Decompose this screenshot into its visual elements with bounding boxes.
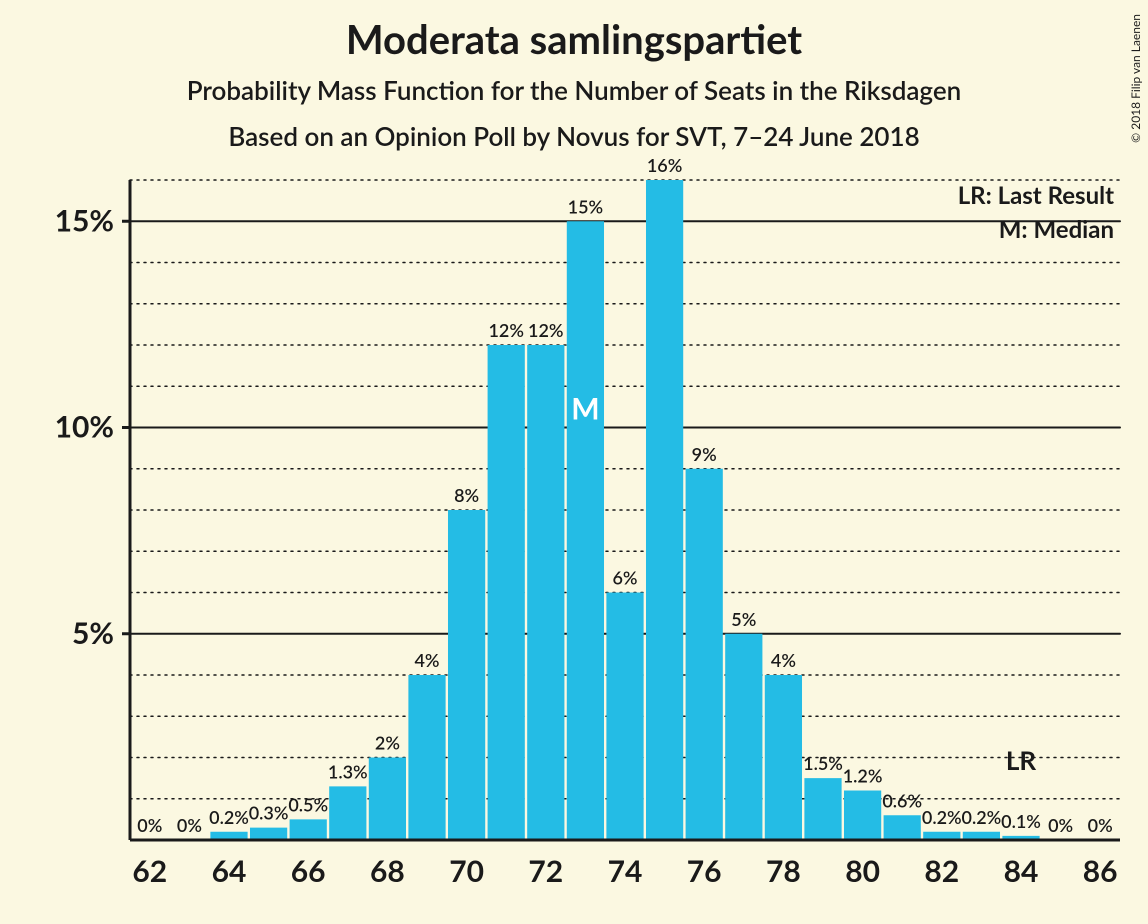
bar bbox=[606, 593, 643, 841]
bar bbox=[290, 819, 327, 840]
y-tick-label: 15% bbox=[55, 202, 114, 238]
bar-value-label: 4% bbox=[771, 649, 796, 671]
bar bbox=[448, 510, 485, 840]
bar bbox=[844, 791, 881, 841]
x-tick-label: 62 bbox=[132, 853, 167, 889]
bar bbox=[408, 675, 445, 840]
bar bbox=[884, 815, 921, 840]
bar-value-label: 1.2% bbox=[843, 765, 883, 787]
bar bbox=[646, 180, 683, 840]
x-tick-label: 64 bbox=[212, 853, 247, 889]
bar-value-label: 0.2% bbox=[922, 806, 962, 828]
chart-subtitle-1: Probability Mass Function for the Number… bbox=[187, 74, 962, 106]
x-tick-label: 70 bbox=[449, 853, 484, 889]
x-tick-label: 86 bbox=[1083, 853, 1118, 889]
chart-subtitle-2: Based on an Opinion Poll by Novus for SV… bbox=[228, 120, 919, 152]
chart-root: Moderata samlingspartiet Probability Mass… bbox=[0, 0, 1148, 924]
bar-value-label: 1.5% bbox=[803, 752, 843, 774]
y-tick-label: 10% bbox=[55, 409, 114, 445]
bar-value-label: 15% bbox=[568, 195, 603, 217]
bar-value-label: 0.1% bbox=[1001, 810, 1041, 832]
bar bbox=[765, 675, 802, 840]
last-result-marker: LR bbox=[1006, 744, 1037, 776]
bar-value-label: 8% bbox=[454, 484, 479, 506]
bar-value-label: 2% bbox=[375, 732, 400, 754]
bar bbox=[329, 786, 366, 840]
bar-value-label: 0.5% bbox=[288, 793, 328, 815]
bar-value-label: 0% bbox=[1048, 814, 1073, 836]
bar-value-label: 0% bbox=[177, 814, 202, 836]
bar-value-label: 5% bbox=[731, 608, 756, 630]
y-tick-label: 5% bbox=[72, 615, 114, 651]
bar-value-label: 1.3% bbox=[328, 760, 368, 782]
x-tick-label: 66 bbox=[291, 853, 326, 889]
x-tick-label: 80 bbox=[845, 853, 880, 889]
copyright-text: © 2018 Filip van Laenen bbox=[1128, 14, 1143, 143]
bar-value-label: 9% bbox=[692, 443, 717, 465]
x-tick-label: 78 bbox=[766, 853, 801, 889]
bar bbox=[686, 469, 723, 840]
bar-value-label: 0% bbox=[1088, 814, 1113, 836]
x-tick-label: 74 bbox=[608, 853, 643, 889]
x-tick-label: 82 bbox=[924, 853, 959, 889]
x-tick-label: 68 bbox=[370, 853, 405, 889]
chart-title: Moderata samlingspartiet bbox=[346, 15, 802, 63]
bar-value-label: 6% bbox=[612, 567, 637, 589]
bar-value-label: 16% bbox=[647, 154, 682, 176]
bar-value-label: 0.2% bbox=[209, 806, 249, 828]
x-tick-label: 76 bbox=[687, 853, 722, 889]
bar bbox=[369, 758, 406, 841]
bar-value-label: 0.6% bbox=[882, 789, 922, 811]
bar-value-label: 0.3% bbox=[249, 802, 289, 824]
median-marker: M bbox=[571, 390, 599, 426]
legend-lr: LR: Last Result bbox=[958, 181, 1114, 210]
x-tick-label: 84 bbox=[1004, 853, 1039, 889]
bar bbox=[488, 345, 525, 840]
x-tick-label: 72 bbox=[528, 853, 563, 889]
bar bbox=[527, 345, 564, 840]
bar-value-label: 0.2% bbox=[962, 806, 1002, 828]
bar-value-label: 12% bbox=[528, 319, 563, 341]
bar-value-label: 0% bbox=[137, 814, 162, 836]
bar-value-label: 12% bbox=[488, 319, 523, 341]
bar bbox=[804, 778, 841, 840]
bar bbox=[567, 221, 604, 840]
bar-value-label: 4% bbox=[414, 649, 439, 671]
bar bbox=[250, 828, 287, 840]
bar bbox=[725, 634, 762, 840]
legend-m: M: Median bbox=[999, 215, 1114, 244]
